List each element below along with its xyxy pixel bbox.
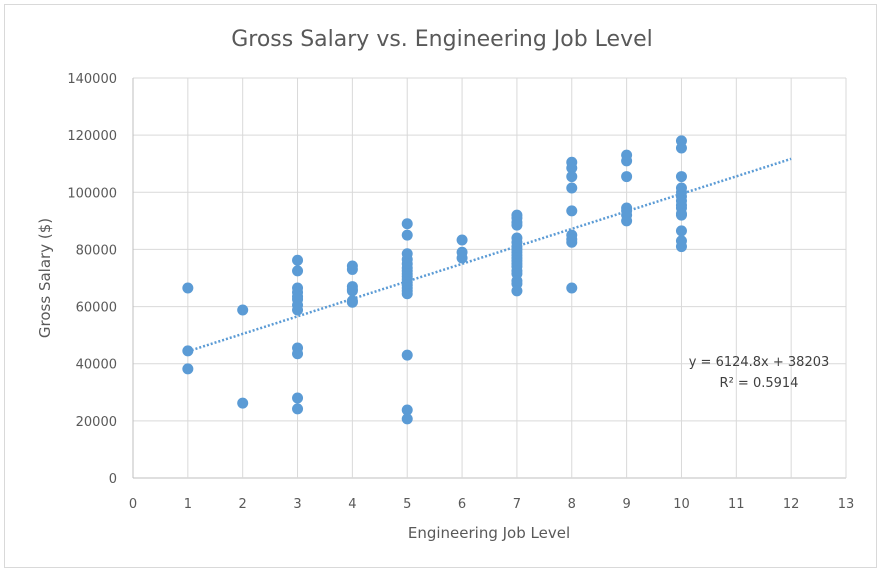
data-point: [566, 282, 578, 294]
y-tick-label: 0: [109, 472, 117, 487]
data-point: [566, 182, 578, 194]
x-tick-label: 11: [728, 497, 745, 512]
chart-frame: [4, 4, 877, 568]
trendline-layer: [187, 157, 792, 353]
y-tick-label: 80000: [76, 243, 117, 258]
data-point: [456, 234, 468, 246]
y-tick-label: 40000: [76, 358, 117, 373]
data-point: [182, 282, 194, 294]
x-tick-label: 9: [622, 497, 630, 512]
data-point: [292, 348, 304, 360]
data-point: [182, 345, 194, 357]
x-tick-label: 12: [783, 497, 800, 512]
data-point: [401, 288, 413, 300]
data-point: [237, 304, 249, 316]
x-tick-label: 0: [129, 497, 137, 512]
tick-labels: 0 20000 40000 60000 80000 100000 120000 140000 0…: [67, 72, 854, 512]
trendline-equation: y = 6124.8x + 38203: [689, 355, 830, 370]
x-tick-label: 7: [513, 497, 521, 512]
trendline: [187, 157, 792, 353]
x-tick-label: 8: [568, 497, 576, 512]
data-point: [566, 162, 578, 174]
x-tick-label: 1: [184, 497, 192, 512]
x-tick-label: 10: [673, 497, 690, 512]
y-tick-label: 100000: [67, 186, 117, 201]
trendline-r-squared: R² = 0.5914: [720, 376, 799, 391]
data-point: [346, 285, 358, 297]
data-point: [675, 171, 687, 183]
grid-lines: [132, 77, 847, 479]
data-point: [675, 142, 687, 154]
data-point: [675, 225, 687, 237]
data-points: [182, 135, 687, 425]
data-point: [675, 241, 687, 253]
data-point: [401, 349, 413, 361]
x-tick-label: 5: [403, 497, 411, 512]
data-point: [182, 363, 194, 375]
data-point: [675, 209, 687, 221]
data-point: [292, 304, 304, 316]
data-point: [566, 171, 578, 183]
data-point: [401, 218, 413, 230]
x-tick-label: 4: [348, 497, 356, 512]
data-point: [292, 392, 304, 404]
data-point: [621, 171, 633, 183]
data-point: [621, 215, 633, 227]
data-point: [511, 219, 523, 231]
data-point: [401, 404, 413, 416]
chart-title: Gross Salary vs. Engineering Job Level: [231, 27, 653, 52]
data-point: [401, 229, 413, 241]
x-tick-label: 13: [838, 497, 855, 512]
x-tick-label: 2: [239, 497, 247, 512]
data-point: [401, 413, 413, 425]
data-point: [456, 252, 468, 264]
data-point: [346, 296, 358, 308]
data-point: [511, 285, 523, 297]
y-tick-label: 140000: [67, 72, 117, 87]
y-axis-title: Gross Salary ($): [36, 218, 54, 338]
data-point: [292, 265, 304, 277]
data-point: [566, 236, 578, 248]
x-tick-label: 3: [293, 497, 301, 512]
x-tick-label: 6: [458, 497, 466, 512]
y-tick-label: 20000: [76, 415, 117, 430]
y-tick-label: 120000: [67, 129, 117, 144]
x-axis-title: Engineering Job Level: [408, 524, 570, 542]
data-point: [566, 205, 578, 217]
data-point: [292, 254, 304, 266]
data-point: [346, 263, 358, 275]
y-tick-label: 60000: [76, 301, 117, 316]
data-point: [292, 403, 304, 415]
data-point: [237, 397, 249, 409]
data-point: [621, 155, 633, 167]
